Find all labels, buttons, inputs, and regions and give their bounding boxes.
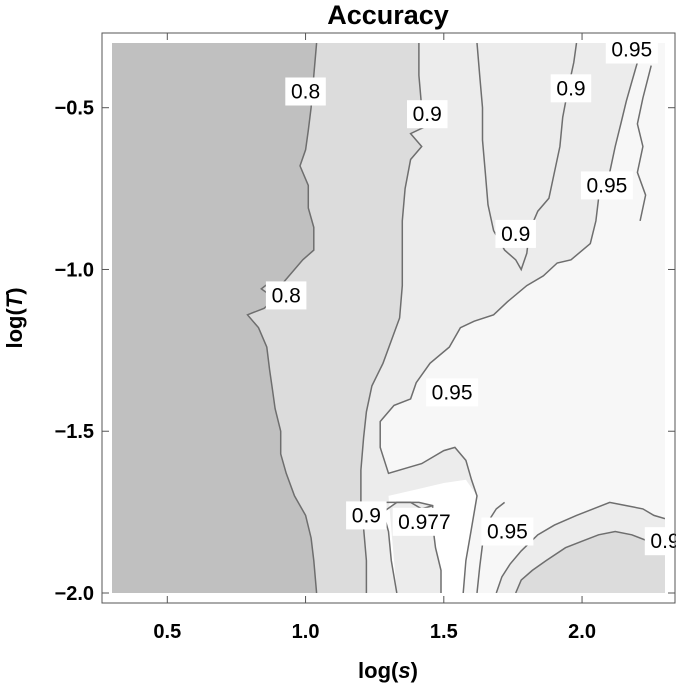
y-axis-label-variable: T <box>2 293 27 308</box>
x-tick-label: 2.0 <box>568 621 596 643</box>
y-axis-label-prefix: log( <box>2 308 27 349</box>
y-tick-label: −0.5 <box>55 98 94 120</box>
contour-label-background <box>495 219 536 248</box>
contour-label-background <box>605 35 658 64</box>
x-axis-label: log(s) <box>358 658 418 683</box>
x-axis-label-suffix: ) <box>411 658 418 683</box>
contour-label-6: 0.9 <box>650 530 676 553</box>
chart-title: Accuracy <box>327 0 449 30</box>
contour-label-5: 0.9 <box>352 504 381 527</box>
contour-label-background <box>392 507 457 536</box>
y-tick-label: −2.0 <box>55 583 94 605</box>
contour-line-0-9-1 <box>360 43 426 593</box>
x-axis-label-prefix: log( <box>358 658 399 683</box>
y-axis-ticks: −0.5 −1.0 −1.5 −2.0 <box>55 98 675 605</box>
contour-label-background <box>265 281 307 310</box>
region-below-0-8 <box>112 43 317 593</box>
contour-label-1: 0.8 <box>272 284 301 307</box>
contour-label-4: 0.9 <box>501 223 530 246</box>
contour-line-0-9-6 <box>515 530 665 593</box>
contour-label-background <box>346 501 387 530</box>
contour-label-9: 0.95 <box>432 381 473 404</box>
contour-label-11: 0.977 <box>398 511 451 534</box>
x-tick-label: 0.5 <box>153 621 181 643</box>
contour-line-0-95-5 <box>495 501 665 593</box>
contour-label-10: 0.95 <box>487 521 528 544</box>
y-axis-label: log(T) <box>2 287 27 348</box>
region-0-8-to-0-9-bottom-right <box>515 531 665 593</box>
contour-label-7: 0.95 <box>611 39 652 62</box>
contour-line-0-95-8 <box>636 65 652 222</box>
contour-label-background <box>407 100 448 129</box>
y-tick-label: −1.5 <box>55 421 94 443</box>
x-axis-ticks: 0.5 1.0 1.5 2.0 <box>153 33 596 643</box>
contour-label-background <box>550 74 592 103</box>
contour-label-0: 0.8 <box>291 81 320 104</box>
contour-label-background <box>426 378 479 407</box>
contour-label-background <box>644 527 676 556</box>
contour-label-background <box>481 517 534 546</box>
contour-label-background <box>580 171 633 200</box>
y-axis-label-suffix: ) <box>2 287 27 294</box>
x-tick-label: 1.5 <box>430 621 458 643</box>
region-0-95-to-0-977 <box>380 43 665 593</box>
contour-label-background <box>285 77 326 106</box>
contour-label-8: 0.95 <box>586 174 627 197</box>
contour-line-0-9-2 <box>382 501 442 593</box>
x-axis-label-variable: s <box>398 658 410 683</box>
x-tick-label: 1.0 <box>292 621 320 643</box>
contour-label-2: 0.9 <box>413 103 442 126</box>
contour-labels: 0.8 0.8 0.9 0.9 0.9 0.9 0.9 0.95 0.95 0.95 0.95 0.9… <box>265 35 676 556</box>
contour-label-3: 0.9 <box>556 77 585 100</box>
plot-frame <box>101 32 676 604</box>
y-tick-label: −1.0 <box>55 259 94 281</box>
contour-line-0-9-7 <box>476 43 578 272</box>
